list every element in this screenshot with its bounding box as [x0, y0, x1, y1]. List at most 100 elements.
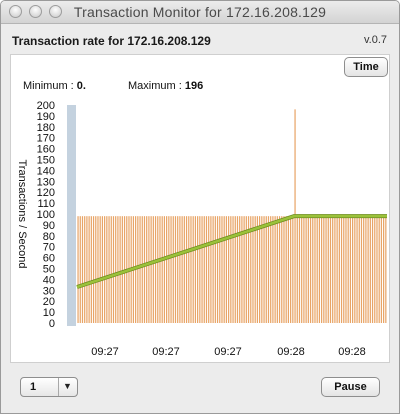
bar — [112, 216, 115, 323]
bar — [334, 216, 336, 323]
bar — [106, 216, 108, 323]
bar — [90, 216, 92, 323]
bar — [110, 216, 112, 323]
bar — [230, 216, 232, 323]
chart-heading: Transaction rate for 172.16.208.129 — [12, 34, 211, 48]
y-tick-label: 160 — [37, 144, 55, 156]
bar — [205, 216, 208, 323]
bar — [185, 216, 188, 323]
bar — [208, 216, 210, 323]
bar — [340, 216, 343, 323]
y-tick-label: 60 — [43, 253, 55, 265]
bar — [243, 216, 245, 323]
bar — [314, 216, 316, 323]
bar — [97, 216, 99, 323]
bar — [121, 216, 123, 323]
bar — [221, 216, 223, 323]
bar — [236, 216, 239, 323]
bar — [214, 216, 216, 323]
y-tick-label: 140 — [37, 165, 55, 177]
bar — [252, 216, 254, 323]
bar — [332, 216, 334, 323]
x-tick-label: 09:27 — [214, 346, 242, 358]
bar — [190, 216, 192, 323]
bar — [336, 216, 338, 323]
bar — [95, 216, 97, 323]
bar — [99, 216, 101, 323]
bar — [354, 216, 356, 323]
title-bar: Transaction Monitor for 172.16.208.129 — [1, 1, 399, 24]
bar — [210, 216, 212, 323]
chevron-down-icon: ▼ — [63, 381, 72, 391]
bar — [301, 216, 303, 323]
bar — [219, 216, 221, 323]
bar — [81, 216, 84, 323]
bar — [323, 216, 325, 323]
minimum-stat: Minimum : 0. — [23, 80, 86, 92]
bar — [270, 216, 272, 323]
x-tick-label: 09:28 — [277, 346, 305, 358]
bar — [232, 216, 234, 323]
bar — [305, 216, 307, 323]
bar — [309, 216, 312, 323]
time-button[interactable]: Time — [344, 57, 388, 77]
bar — [157, 216, 159, 323]
bar — [274, 216, 276, 323]
bar — [225, 216, 228, 323]
bar — [88, 216, 90, 323]
bar — [363, 216, 365, 323]
bar — [84, 216, 86, 323]
y-tick-label: 130 — [37, 176, 55, 188]
bar — [148, 216, 150, 323]
bar — [250, 216, 252, 323]
maximum-label: Maximum : — [128, 80, 182, 92]
pause-button[interactable]: Pause — [321, 377, 380, 397]
bar — [228, 216, 230, 323]
bar — [79, 216, 81, 323]
transaction-chart: 0102030405060708090100110120130140150160… — [16, 100, 387, 358]
y-tick-label: 50 — [43, 264, 55, 276]
bar — [177, 216, 179, 323]
bar — [143, 216, 146, 323]
bar — [117, 216, 119, 323]
select-divider — [58, 378, 59, 396]
bar — [247, 216, 250, 323]
bar — [172, 216, 174, 323]
bar — [192, 216, 194, 323]
bar — [265, 216, 267, 323]
bar — [338, 216, 340, 323]
y-tick-label: 100 — [37, 209, 55, 221]
bar — [371, 216, 374, 323]
x-tick-label: 09:28 — [338, 346, 366, 358]
bar — [254, 216, 256, 323]
y-tick-label: 70 — [43, 242, 55, 254]
maximum-value: 196 — [184, 80, 204, 92]
maximum-stat: Maximum : 196 — [128, 80, 203, 92]
bar — [290, 216, 292, 323]
close-window-button[interactable] — [9, 5, 22, 18]
bar — [146, 216, 148, 323]
bar — [347, 216, 349, 323]
bar — [101, 216, 104, 323]
interval-select[interactable]: 1 ▼ — [20, 377, 78, 397]
bar — [272, 216, 274, 323]
y-tick-label: 80 — [43, 231, 55, 243]
bar — [283, 216, 285, 323]
bar — [349, 216, 352, 323]
bar — [296, 216, 298, 323]
y-tick-label: 10 — [43, 307, 55, 319]
bar — [378, 216, 380, 323]
average-line — [76, 214, 387, 289]
bar — [261, 216, 263, 323]
bar — [152, 216, 154, 323]
bar — [141, 216, 143, 323]
bar — [161, 216, 163, 323]
bar — [267, 216, 270, 323]
bar — [188, 216, 190, 323]
bar — [77, 216, 79, 323]
zoom-window-button[interactable] — [49, 5, 62, 18]
bar — [201, 216, 203, 323]
bar — [223, 216, 225, 323]
minimize-window-button[interactable] — [29, 5, 42, 18]
version-label: v.0.7 — [363, 34, 387, 46]
